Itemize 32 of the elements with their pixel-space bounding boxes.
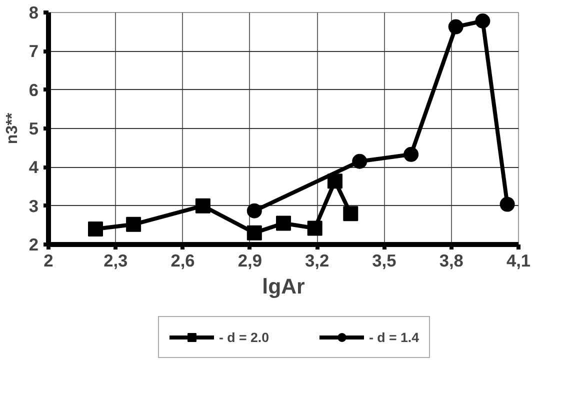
y-tick-label: 3 — [28, 196, 39, 216]
x-tick-label: 4,1 — [506, 250, 531, 270]
point — [246, 225, 262, 240]
x-tick-label: 2,3 — [104, 250, 128, 270]
y-tick-label: 6 — [28, 80, 39, 100]
y-tick-label: 8 — [28, 2, 39, 22]
y-tick-label: 7 — [28, 41, 39, 62]
point — [475, 14, 490, 28]
point — [276, 216, 291, 231]
point — [404, 146, 419, 162]
point — [88, 222, 103, 237]
x-tick-label: 2,6 — [170, 250, 196, 270]
legend-label: - d = 1.4 — [369, 330, 420, 344]
x-tick-label: 2,9 — [238, 250, 262, 270]
point — [352, 154, 368, 169]
y-tick-label: 2 — [28, 234, 39, 254]
point — [195, 198, 210, 214]
point — [343, 206, 358, 222]
y-tick-label: 5 — [28, 118, 39, 138]
x-axis-title: lgAr — [262, 274, 305, 298]
x-tick-label: 3,2 — [305, 250, 330, 270]
x-tick-label: 2 — [44, 250, 54, 270]
point — [307, 220, 322, 236]
x-tick-label: 3,8 — [439, 250, 464, 270]
y-tick-label: 4 — [28, 157, 39, 178]
x-tick-label: 3,5 — [372, 250, 397, 270]
point — [246, 203, 262, 218]
legend-label: - d = 2.0 — [218, 330, 269, 344]
point — [500, 196, 515, 212]
point — [126, 216, 142, 232]
point — [448, 19, 464, 34]
y-axis-title: n3** — [4, 112, 21, 144]
